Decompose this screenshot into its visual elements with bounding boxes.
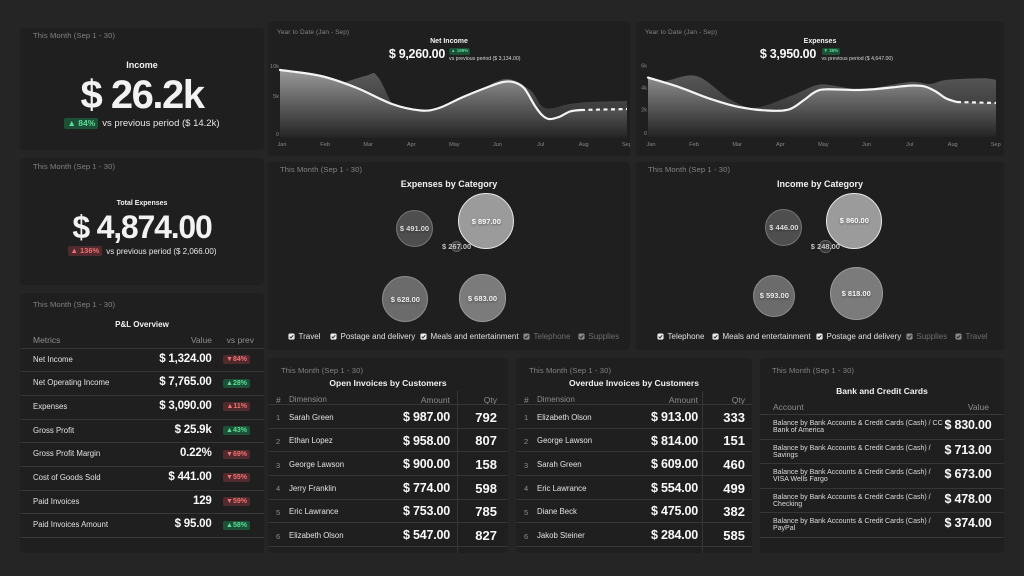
svg-text:0: 0 [644, 131, 647, 137]
svg-text:6k: 6k [641, 64, 647, 70]
svg-text:May: May [818, 142, 829, 148]
svg-text:4k: 4k [641, 85, 647, 91]
svg-text:Mar: Mar [732, 142, 742, 148]
svg-text:Sep: Sep [622, 142, 630, 148]
svg-text:Aug: Aug [948, 142, 958, 148]
svg-text:Mar: Mar [363, 142, 373, 148]
svg-text:Apr: Apr [407, 142, 416, 148]
svg-text:0: 0 [276, 132, 279, 138]
svg-text:May: May [449, 142, 460, 148]
svg-text:Jun: Jun [493, 142, 502, 148]
svg-text:Apr: Apr [776, 142, 785, 148]
svg-text:Jul: Jul [906, 142, 913, 148]
svg-text:10k: 10k [270, 64, 279, 70]
svg-text:2k: 2k [641, 107, 647, 113]
svg-text:Jan: Jan [646, 142, 655, 148]
svg-text:Jun: Jun [862, 142, 871, 148]
svg-text:5k: 5k [273, 94, 279, 100]
svg-text:Aug: Aug [579, 142, 589, 148]
svg-text:Sep: Sep [991, 142, 1001, 148]
svg-text:Feb: Feb [320, 142, 330, 148]
svg-text:Feb: Feb [689, 142, 699, 148]
svg-text:Jan: Jan [277, 142, 286, 148]
svg-text:Jul: Jul [537, 142, 544, 148]
